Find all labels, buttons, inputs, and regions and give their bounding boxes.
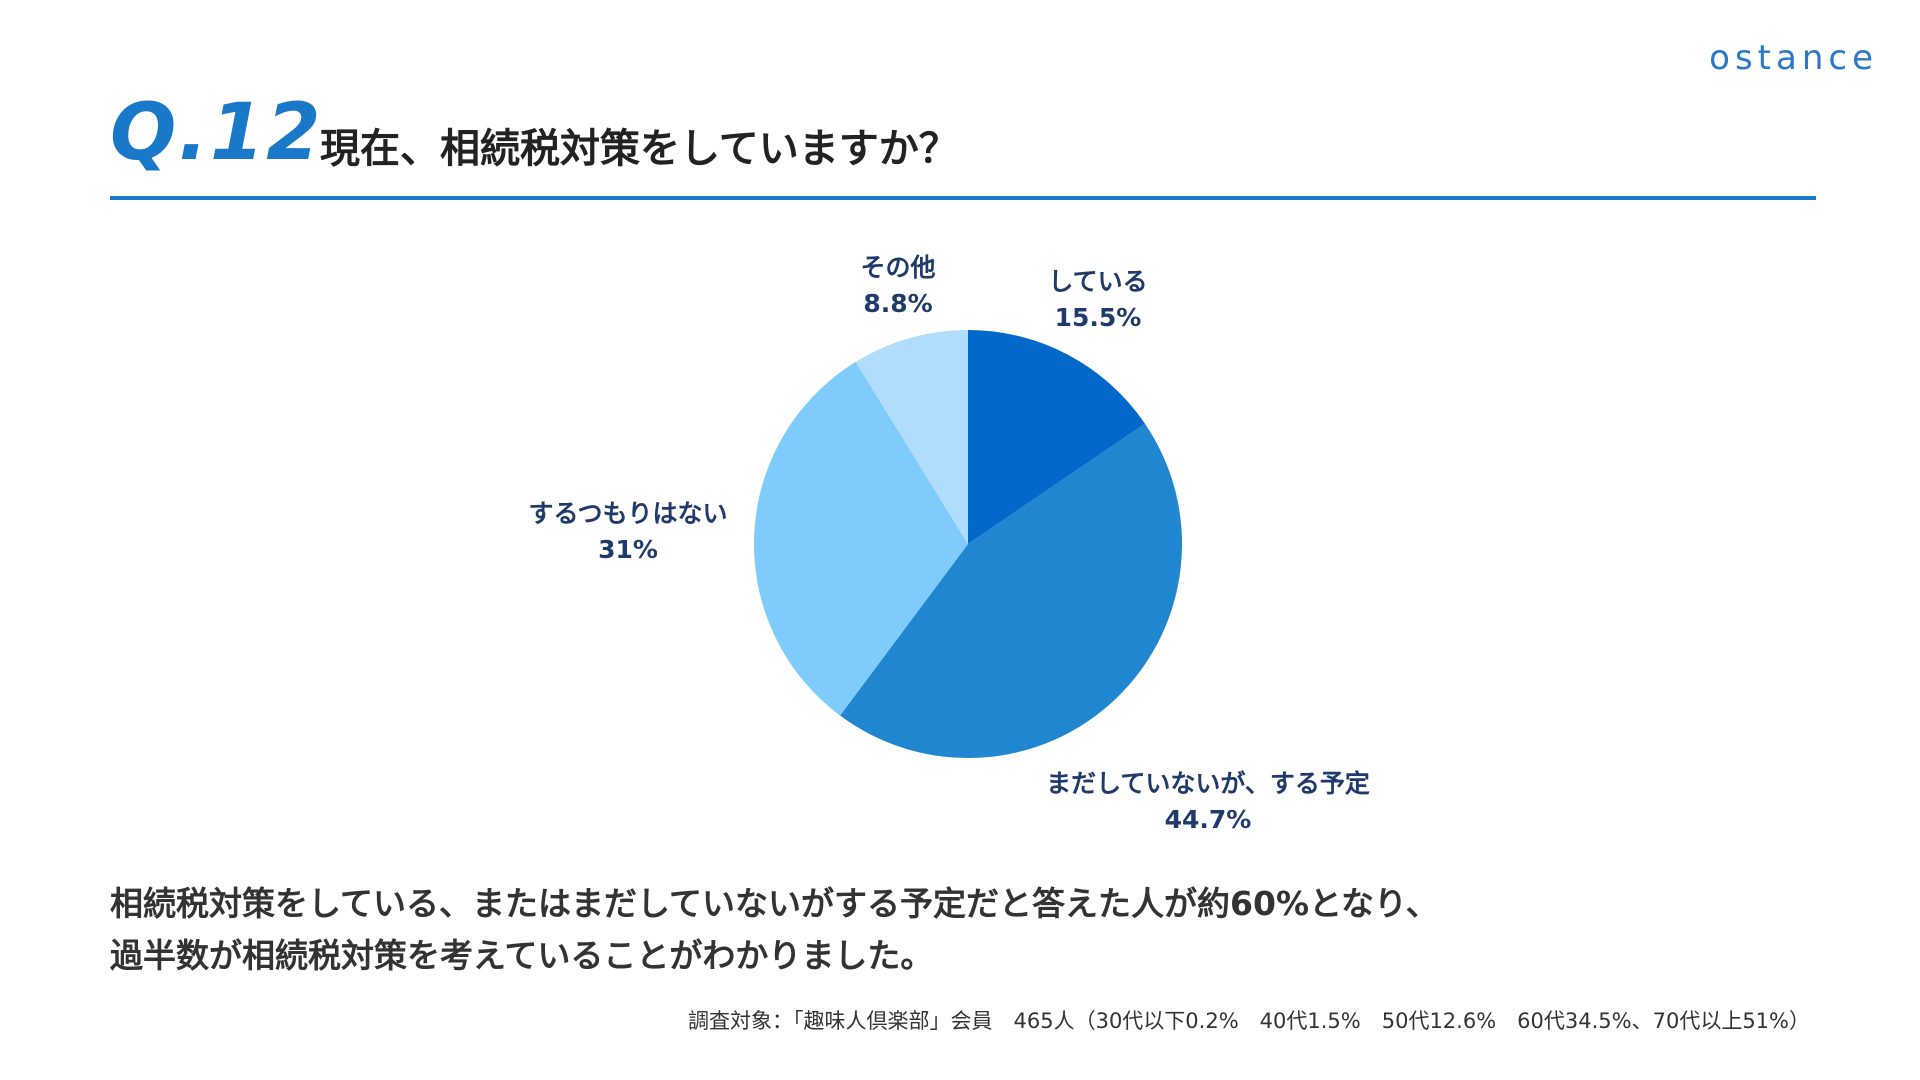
slice-label: まだしていないが、する予定: [1046, 769, 1370, 798]
slice-value-label: 8.8%: [863, 289, 932, 318]
slice-label: している: [1048, 267, 1147, 296]
slice-value-label: 15.5%: [1055, 303, 1142, 332]
slice-value-label: 31%: [598, 535, 658, 564]
pie-slice: [753, 361, 968, 716]
question-number: Q.12: [110, 88, 323, 178]
summary-text: 相続税対策をしている、またはまだしていないがする予定だと答えた人が約60%となり…: [110, 878, 1439, 982]
pie-slice: [855, 330, 968, 544]
brand-logo: ostance: [1709, 38, 1878, 78]
header-divider: [110, 196, 1816, 200]
summary-line-2: 過半数が相続税対策を考えていることがわかりました。: [110, 936, 934, 975]
slice-label: するつもりはない: [528, 499, 727, 528]
summary-line-1: 相続税対策をしている、またはまだしていないがする予定だと答えた人が約60%となり…: [110, 884, 1439, 923]
question-title: 現在、相続税対策をしていますか？: [320, 126, 959, 172]
pie-slice: [840, 423, 1183, 759]
slice-value-label: 44.7%: [1165, 805, 1252, 834]
slice-label: その他: [860, 253, 935, 282]
pie-slice: [968, 330, 1145, 544]
survey-footnote: 調査対象：「趣味人倶楽部」会員 465人（30代以下0.2% 40代1.5% 5…: [688, 1009, 1810, 1033]
